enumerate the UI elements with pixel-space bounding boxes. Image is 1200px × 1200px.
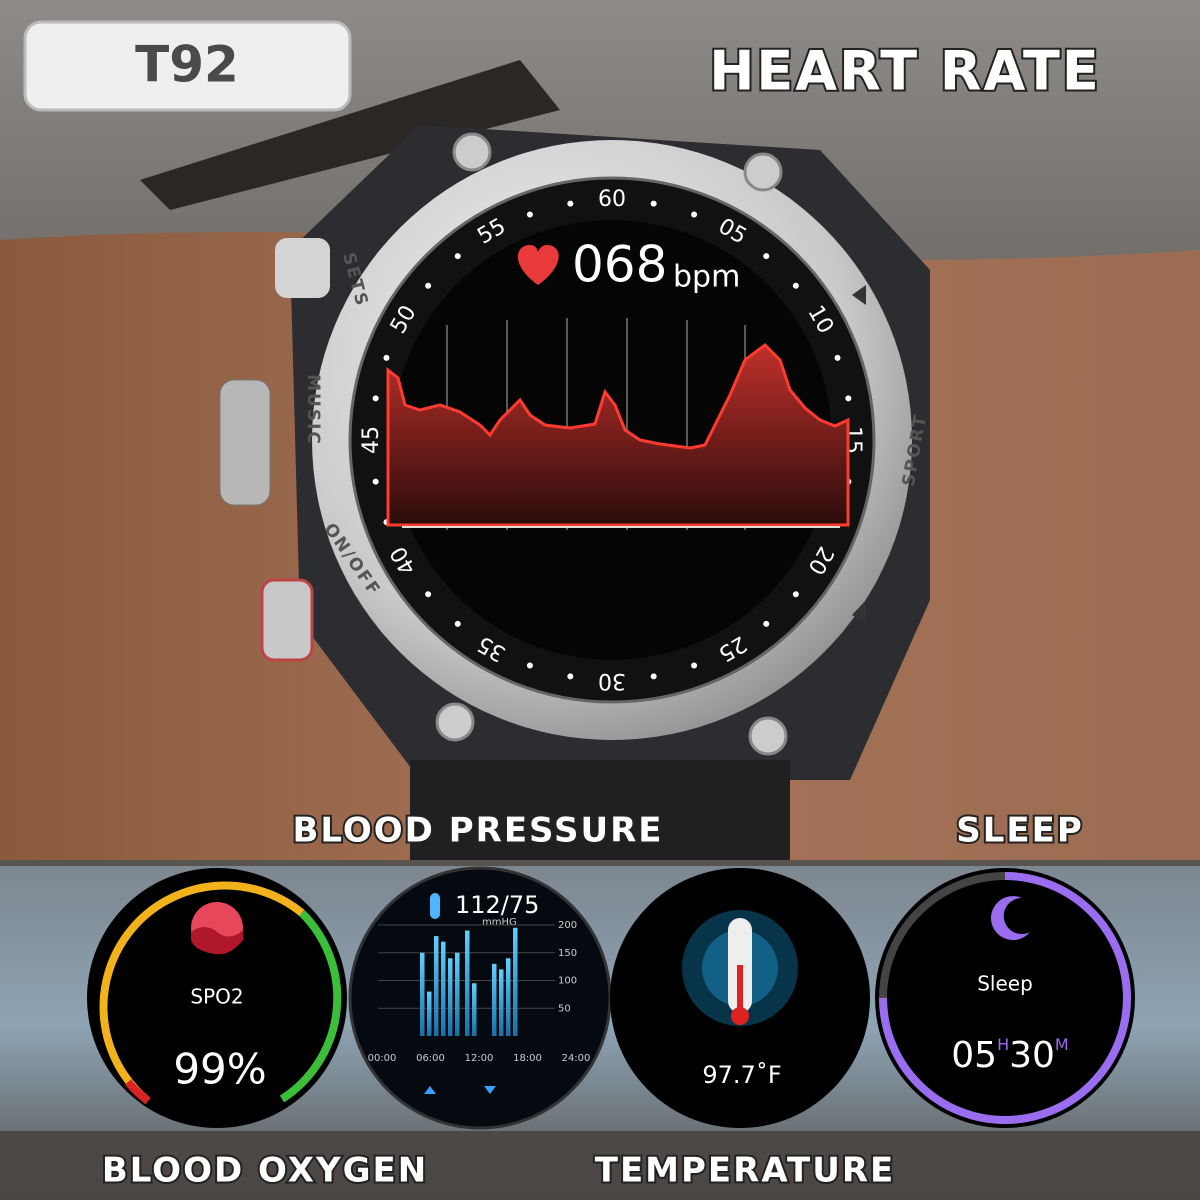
bezel-dot xyxy=(691,662,698,669)
bezel-dot xyxy=(763,620,770,627)
section-label: TEMPERATURE xyxy=(595,1151,895,1191)
bezel-dot xyxy=(372,478,379,485)
sleep-minutes-unit: M xyxy=(1055,1035,1069,1054)
x-tick-label: 12:00 xyxy=(465,1053,494,1064)
spo2-arc xyxy=(279,910,342,1103)
bezel-dot xyxy=(845,395,852,402)
bezel-dot xyxy=(763,253,770,260)
bp-bar xyxy=(441,941,446,1036)
bezel-dot xyxy=(454,620,461,627)
bp-bar xyxy=(506,958,511,1036)
screw xyxy=(452,132,492,172)
sleep-face xyxy=(875,868,1135,1128)
y-tick-label: 50 xyxy=(558,1003,571,1014)
bezel-dot xyxy=(650,673,657,680)
bezel-dot xyxy=(792,282,799,289)
section-label: BLOOD OXYGEN xyxy=(102,1151,428,1191)
screws xyxy=(435,132,788,756)
x-tick-label: 24:00 xyxy=(562,1053,591,1064)
arrow xyxy=(852,600,866,622)
bp-unit: mmHG xyxy=(482,917,517,928)
bezel-dot xyxy=(567,673,574,680)
spo2-label: SPO2 xyxy=(190,985,243,1009)
bp-icon xyxy=(430,893,440,919)
bezel-dot xyxy=(425,282,432,289)
screw xyxy=(748,716,788,756)
button-label: MUSIC xyxy=(303,374,323,446)
bezel-number: 45 xyxy=(359,426,384,454)
bezel-number: 30 xyxy=(598,668,626,693)
sleep-icon xyxy=(990,896,1030,941)
bezel-dot xyxy=(691,211,698,218)
bp-bar xyxy=(420,952,425,1036)
spo2-value: 99% xyxy=(173,1045,266,1094)
model-name: T92 xyxy=(135,36,239,94)
spo2-icon-wave xyxy=(191,927,243,955)
bp-marker xyxy=(484,1086,496,1094)
heart-rate-value: 068 xyxy=(572,236,667,294)
x-tick-label: 06:00 xyxy=(416,1053,445,1064)
sleep-arc xyxy=(879,872,1131,1124)
bp-bar xyxy=(472,983,477,1036)
spo2-face xyxy=(87,868,347,1128)
bp-chart: 200 150 100 50 00:00 06:00 12:00 18:00 24:00 xyxy=(368,920,591,1064)
sleep-hours: 05 xyxy=(951,1035,997,1076)
bezel-dot xyxy=(372,395,379,402)
bezel-number: 60 xyxy=(598,187,626,212)
sleep-duration: 05H30M xyxy=(951,1035,1068,1077)
heart-rate-unit: bpm xyxy=(673,260,740,295)
arrow xyxy=(852,285,866,305)
bp-bar xyxy=(455,952,460,1036)
bezel-dot xyxy=(526,662,533,669)
watch-strap xyxy=(410,760,790,860)
top-button xyxy=(275,238,330,298)
thermometer-bulb xyxy=(731,1007,749,1025)
y-tick-label: 150 xyxy=(558,948,577,959)
x-tick-label: 18:00 xyxy=(513,1053,542,1064)
y-tick-label: 100 xyxy=(558,976,577,987)
bp-bar xyxy=(448,958,453,1036)
temperature-value: 97.7˚F xyxy=(702,1061,781,1089)
x-tick-label: 00:00 xyxy=(368,1053,397,1064)
bezel-dot xyxy=(567,200,574,207)
bp-marker xyxy=(424,1086,436,1094)
bp-bar xyxy=(499,969,504,1036)
spo2-arc xyxy=(124,1079,151,1105)
bezel-dot xyxy=(526,211,533,218)
section-label: SLEEP xyxy=(956,811,1084,851)
sleep-hours-unit: H xyxy=(997,1035,1009,1054)
bp-bar xyxy=(513,927,518,1036)
section-label: BLOOD PRESSURE xyxy=(292,811,663,851)
bezel-dot xyxy=(650,200,657,207)
heart-icon xyxy=(517,245,559,285)
bp-bar xyxy=(492,963,497,1036)
bezel-dot xyxy=(454,253,461,260)
y-tick-label: 200 xyxy=(558,920,577,931)
bp-bar xyxy=(427,991,432,1036)
bezel-dot xyxy=(792,591,799,598)
bp-bar xyxy=(434,936,439,1036)
bezel-dot xyxy=(834,354,841,361)
heart-rate-waveform xyxy=(386,343,850,527)
feature-title: HEART RATE xyxy=(709,40,1101,103)
bezel-dot xyxy=(425,591,432,598)
model-badge xyxy=(23,20,352,112)
bp-bar xyxy=(465,930,470,1036)
screw xyxy=(743,152,783,192)
power-button xyxy=(260,578,314,662)
sleep-label: Sleep xyxy=(977,972,1033,996)
screw xyxy=(435,702,475,742)
spo2-arc xyxy=(99,881,305,1105)
crown-button xyxy=(219,379,271,506)
thermometer-mercury xyxy=(737,965,743,1015)
bezel-dot xyxy=(383,354,390,361)
background-object xyxy=(140,60,560,210)
sleep-minutes: 30 xyxy=(1009,1035,1055,1076)
bp-reading: 112/75 xyxy=(455,891,539,919)
